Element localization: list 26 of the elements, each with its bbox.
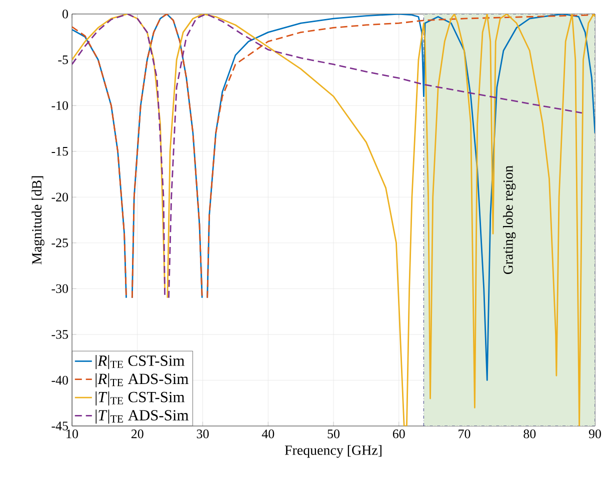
y-tick-label: -45 bbox=[52, 422, 68, 430]
x-axis-title: Frequency [GHz] bbox=[284, 445, 382, 458]
y-tick-label: -15 bbox=[52, 147, 68, 156]
x-tick-label: 20 bbox=[131, 430, 144, 438]
x-tick-label: 50 bbox=[328, 430, 340, 438]
y-tick-label: -30 bbox=[52, 284, 68, 294]
x-tick-label: 10 bbox=[66, 430, 78, 438]
band-label: Grating lobe region bbox=[503, 166, 516, 274]
y-tick-label: -35 bbox=[52, 330, 68, 339]
x-tick-label: 80 bbox=[524, 430, 536, 438]
y-tick-label: -10 bbox=[52, 101, 68, 110]
y-tick-label: -5 bbox=[58, 55, 68, 64]
y-tick-label: -25 bbox=[52, 238, 68, 248]
x-tick-label: 70 bbox=[458, 430, 470, 438]
y-tick-label: 0 bbox=[62, 10, 68, 18]
y-axis-title: Magnitude [dB] bbox=[32, 176, 44, 264]
legend-label: |T|$_{TE}$ ADS-Sim bbox=[96, 410, 189, 424]
legend-label: |T|$_{TE}$ CST-Sim bbox=[96, 391, 185, 406]
legend-label: |R|$_{TE}$ CST-Sim bbox=[96, 355, 184, 370]
legend-label: |R|$_{TE}$ ADS-Sim bbox=[96, 373, 188, 388]
x-tick-label: 90 bbox=[588, 430, 601, 438]
y-tick-label: -20 bbox=[52, 192, 68, 202]
x-tick-label: 60 bbox=[392, 430, 405, 438]
y-tick-label: -40 bbox=[52, 376, 68, 385]
x-tick-label: 30 bbox=[196, 430, 209, 438]
x-tick-label: 40 bbox=[262, 430, 274, 438]
